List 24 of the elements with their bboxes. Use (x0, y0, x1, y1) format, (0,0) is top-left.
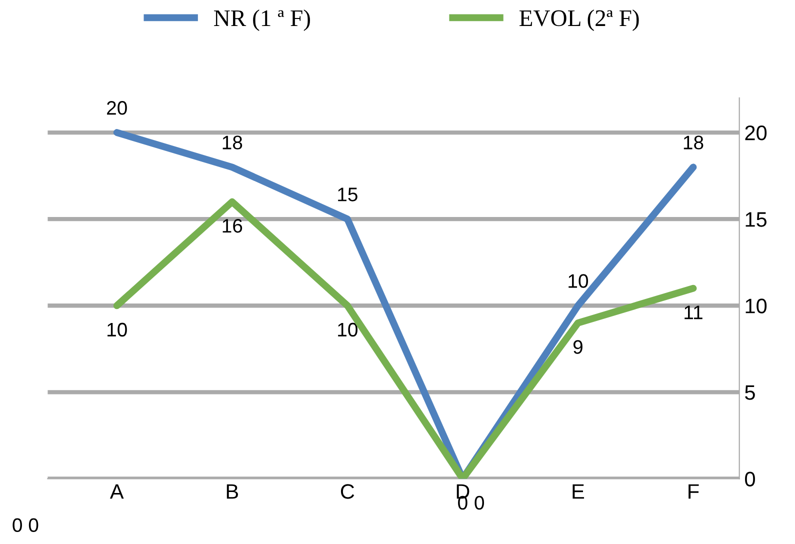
x-tick-label: E (572, 484, 584, 499)
data-label: 0 (474, 496, 484, 510)
data-label: 10 (108, 322, 127, 337)
legend-label: EVOL (2ª F) (519, 10, 639, 31)
data-label: 9 (573, 340, 582, 354)
y-tick-label: 15 (746, 212, 767, 227)
data-label: 11 (684, 306, 702, 320)
x-tick-label: B (226, 484, 238, 499)
y-tick-label: 5 (745, 385, 755, 400)
x-tick-label: F (688, 484, 699, 499)
data-label: 16 (222, 218, 242, 233)
y-tick-label: 0 (745, 472, 755, 486)
data-label: 10 (338, 322, 358, 337)
data-label: 18 (222, 136, 242, 150)
y-tick-label: 10 (746, 298, 767, 314)
text: 0 0 (12, 518, 38, 532)
x-tick-label: C (340, 484, 354, 499)
data-label: 15 (338, 188, 358, 202)
y-tick-label: 20 (745, 126, 767, 140)
data-label: 10 (568, 274, 588, 288)
x-tick-label: A (110, 484, 124, 499)
data-label: 18 (684, 136, 704, 150)
legend-label: NR (1 ª F) (214, 10, 310, 31)
data-label: 20 (107, 101, 127, 115)
